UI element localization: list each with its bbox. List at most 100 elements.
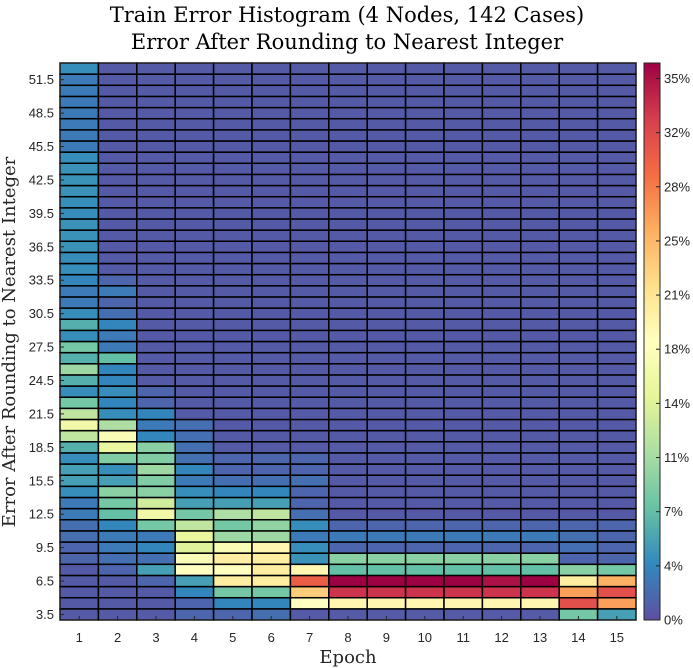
- heatmap-cell: [404, 474, 445, 488]
- heatmap-cell: [97, 195, 138, 209]
- x-tick-label: 15: [610, 630, 624, 645]
- heatmap-cell: [251, 429, 292, 443]
- heatmap-cell: [443, 195, 484, 209]
- heatmap-cell: [404, 140, 445, 153]
- heatmap-cell: [328, 452, 368, 465]
- heatmap-cell: [404, 106, 445, 120]
- heatmap-cell: [481, 251, 522, 265]
- heatmap-cell: [136, 106, 176, 120]
- heatmap-cell: [174, 106, 215, 120]
- heatmap-cell: [366, 385, 407, 398]
- heatmap-cell: [443, 218, 484, 231]
- heatmap-cell: [443, 396, 484, 410]
- heatmap-cell: [97, 496, 138, 510]
- heatmap-cell: [366, 140, 407, 153]
- heatmap-cell: [481, 273, 522, 287]
- heatmap-cell: [596, 273, 637, 287]
- heatmap-cell: [366, 262, 407, 276]
- heatmap-cell: [328, 385, 368, 398]
- heatmap-cell: [481, 129, 522, 142]
- heatmap-cell: [558, 596, 599, 610]
- heatmap-cell: [174, 62, 215, 75]
- heatmap-cell: [404, 218, 445, 231]
- heatmap-cell: [328, 62, 368, 75]
- heatmap-cell: [289, 84, 330, 98]
- heatmap-cell: [520, 296, 560, 309]
- heatmap-cell: [404, 552, 445, 566]
- heatmap-cell: [481, 262, 522, 276]
- heatmap-cell: [289, 496, 330, 510]
- heatmap-cell: [289, 351, 330, 365]
- plot-frame: [59, 62, 637, 621]
- heatmap-cell: [520, 396, 560, 410]
- heatmap-cell: [520, 351, 560, 365]
- heatmap-cell: [289, 296, 330, 309]
- heatmap-cell: [251, 507, 292, 521]
- heatmap-cell: [97, 552, 138, 566]
- heatmap-cell: [443, 318, 484, 332]
- heatmap-cell: [328, 140, 368, 153]
- heatmap-cell: [328, 418, 368, 432]
- heatmap-cell: [481, 195, 522, 209]
- heatmap-cell: [251, 173, 292, 187]
- heatmap-cell: [558, 496, 599, 510]
- heatmap-cell: [289, 463, 330, 476]
- heatmap-cell: [481, 62, 522, 75]
- heatmap-cell: [366, 273, 407, 287]
- heatmap-cell: [404, 441, 445, 454]
- heatmap-cell: [328, 162, 368, 176]
- heatmap-cell: [520, 563, 560, 577]
- heatmap-cell: [212, 552, 253, 566]
- heatmap-cell: [366, 229, 407, 242]
- heatmap-cell: [212, 106, 253, 120]
- heatmap-cell: [443, 541, 484, 554]
- heatmap-cell: [520, 307, 560, 320]
- heatmap-cell: [520, 95, 560, 109]
- heatmap-cell: [404, 229, 445, 242]
- heatmap-cell: [174, 596, 215, 610]
- heatmap-cell: [404, 407, 445, 421]
- heatmap-cell: [328, 184, 368, 198]
- heatmap-cell: [404, 184, 445, 198]
- heatmap-cell: [366, 218, 407, 231]
- heatmap-cell: [366, 307, 407, 320]
- heatmap-cell: [97, 385, 138, 398]
- heatmap-cell: [366, 530, 407, 543]
- heatmap-cell: [404, 452, 445, 465]
- heatmap-cell: [136, 184, 176, 198]
- heatmap-cell: [404, 463, 445, 476]
- heatmap-cell: [443, 441, 484, 454]
- heatmap-cell: [136, 95, 176, 109]
- heatmap-cell: [558, 218, 599, 231]
- heatmap-cell: [289, 552, 330, 566]
- heatmap-cell: [481, 507, 522, 521]
- heatmap-cell: [558, 106, 599, 120]
- heatmap-cell: [443, 574, 484, 588]
- heatmap-cell: [174, 240, 215, 254]
- heatmap-cell: [481, 73, 522, 87]
- heatmap-cell: [289, 407, 330, 421]
- heatmap-cell: [558, 518, 599, 532]
- heatmap-cell: [251, 207, 292, 220]
- heatmap-cell: [174, 474, 215, 488]
- heatmap-cell: [558, 240, 599, 254]
- heatmap-cell: [251, 374, 292, 387]
- heatmap-cell: [174, 552, 215, 566]
- heatmap-cell: [596, 563, 637, 577]
- heatmap-cell: [443, 173, 484, 187]
- heatmap-cell: [366, 285, 407, 298]
- heatmap-cell: [404, 507, 445, 521]
- heatmap-cell: [520, 429, 560, 443]
- heatmap-cell: [558, 541, 599, 554]
- heatmap-cell: [136, 251, 176, 265]
- heatmap-cell: [558, 563, 599, 577]
- heatmap-cell: [520, 340, 560, 354]
- heatmap-cell: [404, 329, 445, 343]
- heatmap-cell: [328, 240, 368, 254]
- heatmap-cell: [289, 240, 330, 254]
- heatmap-cell: [520, 507, 560, 521]
- heatmap-cell: [366, 485, 407, 499]
- heatmap-cell: [174, 162, 215, 176]
- heatmap-cell: [136, 363, 176, 376]
- heatmap-cell: [59, 173, 100, 187]
